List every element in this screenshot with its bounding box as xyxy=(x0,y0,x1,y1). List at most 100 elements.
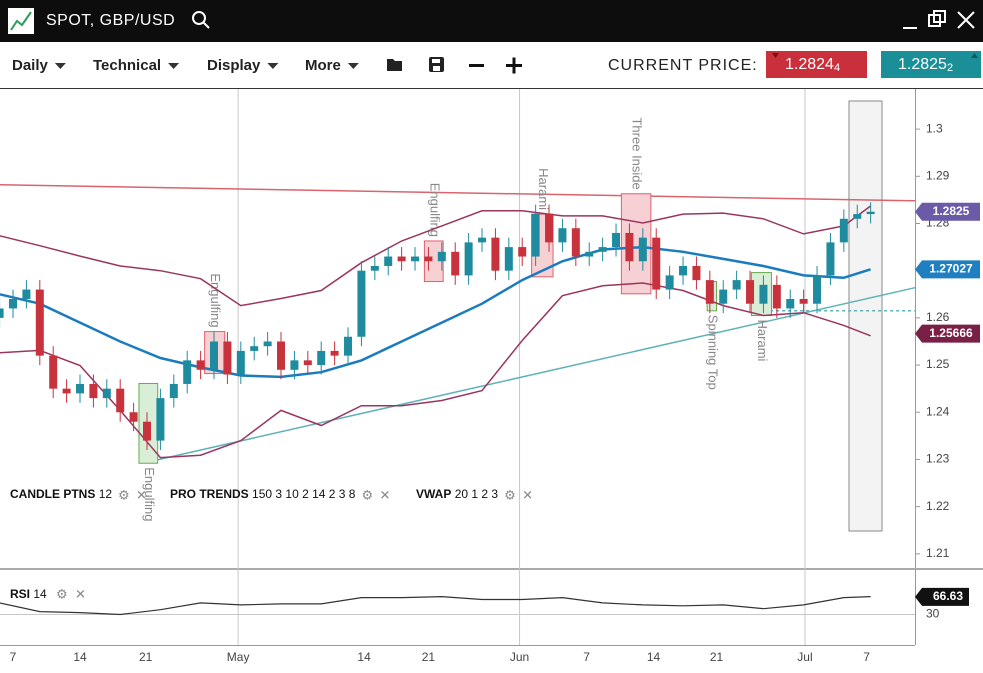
x-tick-label: Jun xyxy=(510,650,529,664)
menu-caret xyxy=(168,63,180,69)
pattern-label: Engulfing xyxy=(427,183,442,237)
candle-body xyxy=(384,256,393,266)
candle-body xyxy=(665,275,674,290)
menu-item[interactable]: Daily xyxy=(12,57,49,74)
indicator-name: VWAP xyxy=(416,487,451,501)
zoom-in[interactable] xyxy=(506,57,522,74)
candle-body xyxy=(558,228,567,243)
x-tick-label: 14 xyxy=(357,650,371,664)
candle-body xyxy=(76,383,85,394)
candle-body xyxy=(89,383,98,399)
window-title: SPOT, GBP/USD xyxy=(46,12,175,29)
candle-body xyxy=(679,265,688,276)
candle-body xyxy=(290,360,299,370)
y-tick-label: 1.29 xyxy=(926,168,950,182)
vwap-line xyxy=(0,245,871,379)
y-tick-label: 1.22 xyxy=(926,499,950,513)
indicator-remove[interactable]: ✕ xyxy=(136,487,147,502)
candle-body xyxy=(102,388,111,399)
menu-caret xyxy=(267,63,279,69)
title-bar xyxy=(0,0,983,42)
menu-item[interactable]: More xyxy=(305,57,341,74)
rsi-remove[interactable]: ✕ xyxy=(75,586,86,601)
candle-body xyxy=(478,237,487,243)
candle-body xyxy=(263,341,272,347)
y-tick-label: 1.23 xyxy=(926,452,950,466)
pattern-label: Engulfing xyxy=(142,467,157,521)
menu-item[interactable]: Display xyxy=(207,57,261,74)
indicator-params: 12 xyxy=(99,487,113,501)
candle-body xyxy=(49,355,58,389)
candle-body xyxy=(866,211,875,215)
candle-body xyxy=(504,247,513,271)
menu-caret xyxy=(347,63,359,69)
open-icon[interactable] xyxy=(387,59,402,71)
save-icon[interactable] xyxy=(429,57,444,72)
menu-item[interactable]: Technical xyxy=(93,57,161,74)
pattern-label: Spinning Top xyxy=(705,315,720,390)
indicator-params: 150 3 10 2 14 2 3 8 xyxy=(252,487,356,501)
candle-body xyxy=(531,214,540,257)
candle-body xyxy=(236,350,245,375)
indicator-settings[interactable]: ⚙ xyxy=(361,487,373,502)
candle-body xyxy=(786,299,795,309)
candle-body xyxy=(813,275,822,304)
window-controls[interactable] xyxy=(903,10,975,29)
indicator-label: VWAP 20 1 2 3 xyxy=(416,487,498,501)
candle-body xyxy=(223,341,232,375)
candle-body xyxy=(210,341,219,370)
y-tick-label: 1.26 xyxy=(926,310,950,324)
indicator-settings[interactable]: ⚙ xyxy=(504,487,516,502)
candle-body xyxy=(598,247,607,252)
ask-box[interactable] xyxy=(881,51,981,78)
candle-body xyxy=(746,280,755,304)
candle-body xyxy=(437,251,446,262)
bid-arrow xyxy=(772,53,779,58)
pattern-label: Three Inside xyxy=(630,118,645,190)
y-tick-label: 1.3 xyxy=(926,121,943,135)
candle-body xyxy=(692,265,701,281)
candle-body xyxy=(799,299,808,304)
indicator-remove[interactable]: ✕ xyxy=(522,487,533,502)
bid-box[interactable] xyxy=(766,51,867,78)
candle-body xyxy=(424,256,433,262)
rsi-settings[interactable]: ⚙ xyxy=(56,586,68,601)
trendline xyxy=(0,184,916,202)
indicator-remove[interactable]: ✕ xyxy=(379,487,390,502)
x-tick-label: Jul xyxy=(797,650,812,664)
price-tag xyxy=(915,260,980,279)
price-tag xyxy=(915,202,980,221)
candle-body xyxy=(22,289,31,300)
y-tick-label: 1.21 xyxy=(926,546,950,560)
candle-body xyxy=(143,421,152,441)
candle-body xyxy=(705,280,714,304)
bid-pipette: 4 xyxy=(834,62,840,74)
x-tick-label: 14 xyxy=(73,650,87,664)
price-tag-label: 1.2825 xyxy=(933,204,970,218)
candle-body xyxy=(451,251,460,276)
candle-body xyxy=(116,388,125,413)
zoom-out[interactable] xyxy=(469,64,484,67)
bid-main: 1.2824 xyxy=(785,56,834,73)
candle-body xyxy=(129,412,138,422)
band-line xyxy=(0,205,872,307)
y-tick-label: 1.25 xyxy=(926,357,950,371)
price-tag xyxy=(915,324,980,343)
indicator-settings[interactable]: ⚙ xyxy=(118,487,130,502)
pattern-label: Harami xyxy=(536,168,551,210)
rsi-line xyxy=(0,595,871,616)
x-tick-label: 21 xyxy=(710,650,724,664)
x-tick-label: 21 xyxy=(422,650,436,664)
ask-price: 1.28252 xyxy=(898,56,953,74)
price-tag-label: 1.25666 xyxy=(929,326,973,340)
candle-body xyxy=(585,251,594,257)
x-tick-label: May xyxy=(227,650,250,664)
trendline xyxy=(154,286,916,462)
x-tick-label: 14 xyxy=(647,650,661,664)
rsi-tag xyxy=(915,587,969,606)
candle-body xyxy=(156,398,165,441)
candle-body xyxy=(853,214,862,219)
candle-body xyxy=(8,299,17,309)
search-icon[interactable] xyxy=(192,11,210,29)
